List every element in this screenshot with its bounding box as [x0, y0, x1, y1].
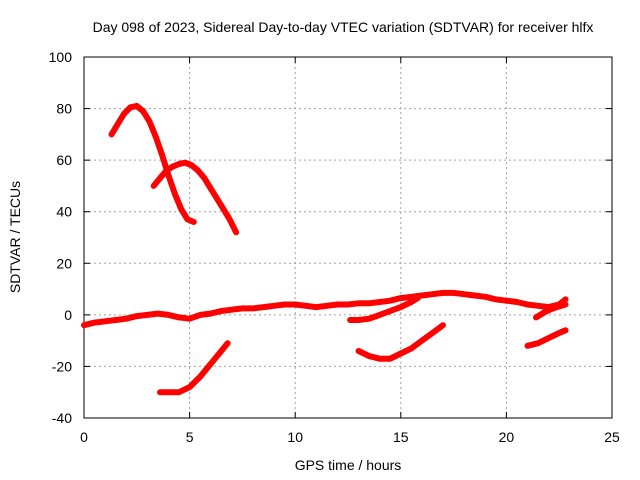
chart-title: Day 098 of 2023, Sidereal Day-to-day VTE… [93, 19, 594, 35]
y-tick-label: 100 [49, 49, 73, 65]
grid [84, 57, 612, 418]
series-arc-7 [355, 322, 446, 362]
series-arc-4 [347, 295, 421, 323]
y-tick-label: -40 [52, 410, 72, 426]
series-arc-3 [81, 289, 569, 329]
y-tick-label: 20 [56, 255, 72, 271]
series-arc-6 [157, 340, 231, 396]
y-tick-label: 60 [56, 152, 72, 168]
ticks: 0 5 10 15 20 25 -40 -20 0 20 40 60 80 100 [49, 49, 620, 445]
x-tick-label: 15 [393, 429, 409, 445]
y-tick-label: -20 [52, 358, 72, 374]
y-axis-label: SDTVAR / TECUs [7, 181, 23, 293]
series-arc-2 [150, 159, 240, 236]
x-tick-label: 0 [80, 429, 88, 445]
y-tick-label: 80 [56, 101, 72, 117]
x-axis-label: GPS time / hours [295, 457, 402, 473]
y-tick-label: 40 [56, 204, 72, 220]
series-arc-5 [533, 301, 569, 321]
x-tick-label: 10 [287, 429, 303, 445]
y-tick-label: 0 [64, 307, 72, 323]
series-arc-8 [524, 327, 569, 349]
x-tick-label: 20 [499, 429, 515, 445]
series-group [81, 103, 569, 396]
plot-frame [83, 56, 613, 419]
x-tick-label: 5 [186, 429, 194, 445]
series-arc-1 [108, 103, 197, 225]
x-tick-label: 25 [604, 429, 620, 445]
